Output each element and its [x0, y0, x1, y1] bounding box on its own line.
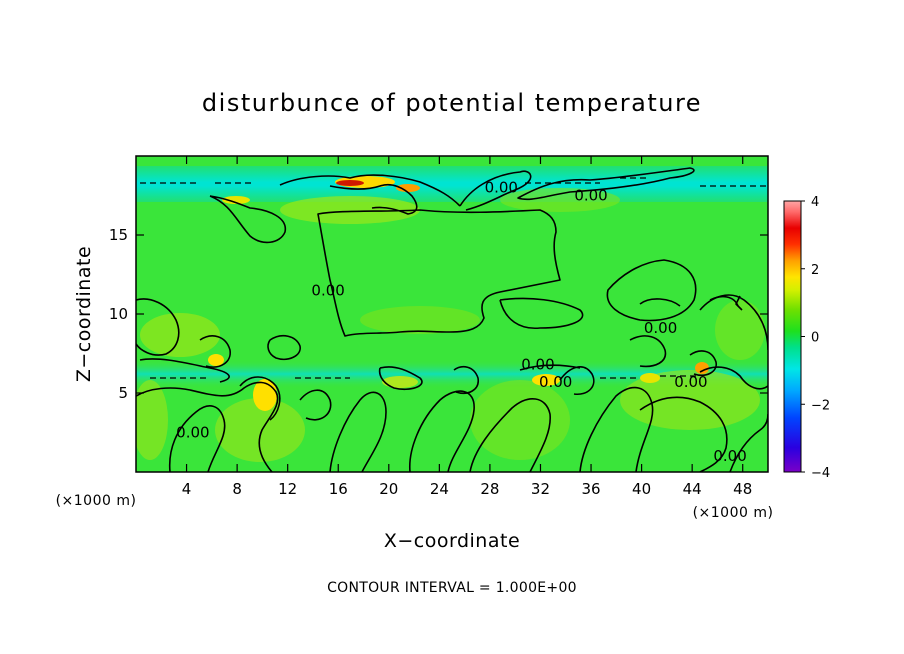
x-axis-title: X−coordinate	[384, 530, 520, 552]
contour-label: 0.00	[485, 179, 518, 197]
colorbar-tick-label: −4	[811, 466, 830, 481]
x-tick-label: 32	[531, 480, 550, 498]
x-axis: 4 8 12 16 20 24 28 32 36 40 44 48	[182, 156, 752, 498]
x-tick-label: 16	[329, 480, 348, 498]
x-tick-label: 12	[278, 480, 297, 498]
colorbar-tick-label: −2	[811, 398, 830, 413]
y-tick-label: 5	[118, 384, 128, 402]
contour-lines	[136, 167, 768, 472]
colorbar-tick-label: 2	[811, 263, 819, 278]
x-tick-label: 4	[182, 480, 192, 498]
chart-title: disturbunce of potential temperature	[202, 89, 702, 117]
x-tick-label: 24	[430, 480, 449, 498]
z-unit-label: (×1000 m)	[56, 493, 137, 509]
contour-label: 0.00	[539, 373, 572, 391]
y-tick-label: 15	[109, 226, 128, 244]
contour-labels: 0.00 0.000.000.000.000.00 0.000.000.00	[176, 179, 747, 466]
colorbar: 4 2 0 −2 −4	[783, 195, 830, 481]
colorbar-tick-label: 4	[811, 195, 819, 210]
colorbar-gradient	[783, 200, 802, 473]
contour-label: 0.00	[574, 187, 607, 205]
x-tick-label: 40	[632, 480, 651, 498]
x-tick-label: 48	[733, 480, 752, 498]
contour-label: 0.00	[521, 356, 554, 374]
contour-label: 0.00	[311, 281, 344, 299]
x-tick-label: 28	[480, 480, 499, 498]
contour-label: 0.00	[644, 319, 677, 337]
x-tick-label: 44	[683, 480, 702, 498]
colorbar-tick-label: 0	[811, 331, 819, 346]
y-axis-title: Z−coordinate	[73, 246, 95, 382]
colorbar-ticks: 4 2 0 −2 −4	[801, 195, 830, 481]
x-tick-label: 36	[581, 480, 600, 498]
contour-interval-note: CONTOUR INTERVAL = 1.000E+00	[327, 580, 577, 596]
x-unit-label: (×1000 m)	[693, 505, 774, 521]
contour-label: 0.00	[674, 373, 707, 391]
y-tick-label: 10	[109, 305, 128, 323]
x-tick-label: 20	[379, 480, 398, 498]
contour-label: 0.00	[713, 447, 746, 465]
contour-label: 0.00	[176, 424, 209, 442]
x-tick-label: 8	[232, 480, 242, 498]
heatmap-field	[136, 156, 768, 472]
y-axis: 5 10 15	[109, 226, 768, 402]
